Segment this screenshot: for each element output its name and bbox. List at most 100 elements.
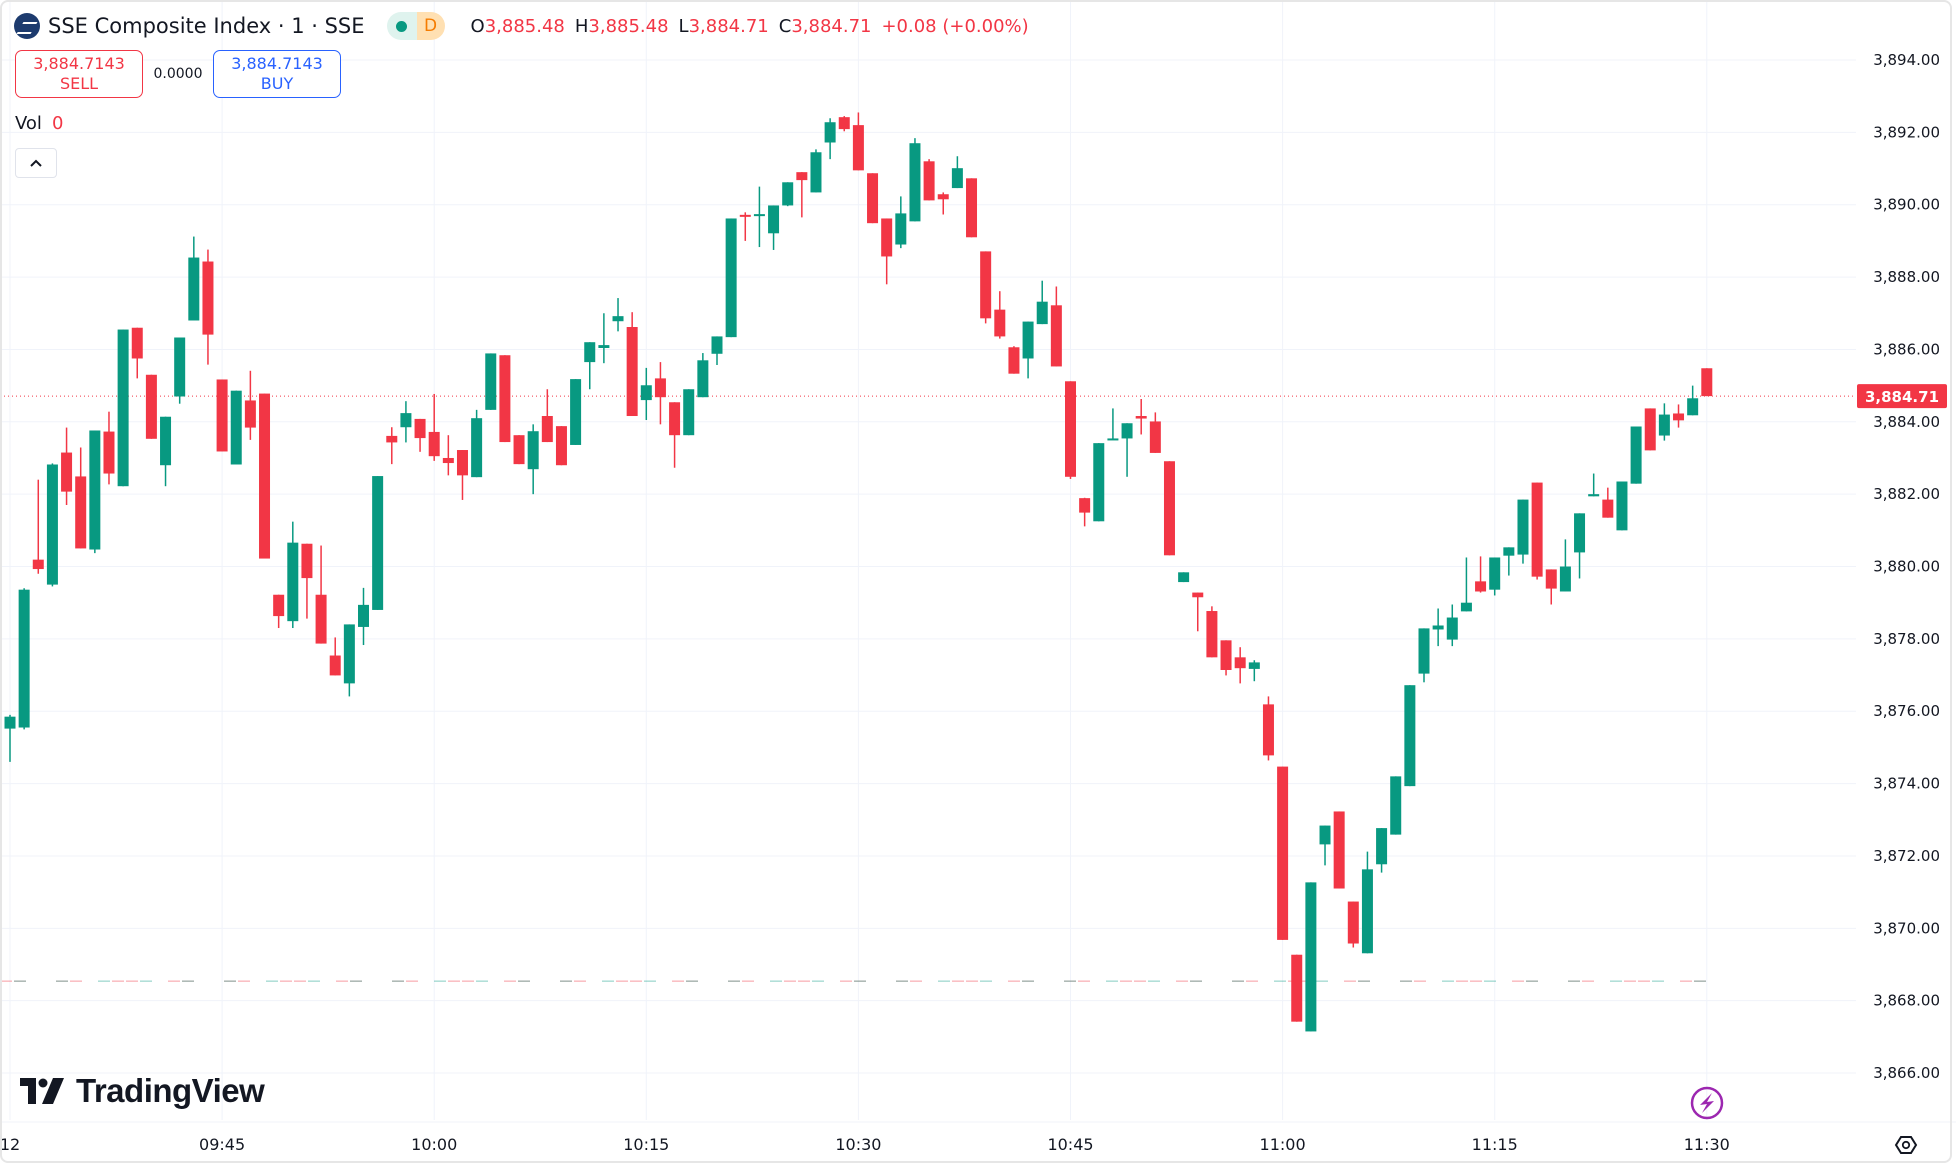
candle[interactable]: [1361, 851, 1373, 954]
buy-button[interactable]: 3,884.7143 BUY: [213, 50, 341, 98]
candle[interactable]: [1574, 513, 1586, 579]
candle[interactable]: [768, 205, 780, 250]
candle[interactable]: [230, 390, 242, 465]
candle[interactable]: [1319, 825, 1331, 866]
candle[interactable]: [1036, 280, 1048, 325]
candle[interactable]: [881, 218, 893, 285]
candle[interactable]: [301, 543, 313, 619]
volume-legend[interactable]: Vol 0: [15, 113, 63, 134]
candle[interactable]: [852, 112, 864, 171]
candle[interactable]: [117, 329, 129, 487]
candle[interactable]: [1658, 403, 1670, 441]
candle[interactable]: [131, 327, 143, 379]
candle[interactable]: [951, 156, 963, 189]
candle[interactable]: [471, 409, 483, 478]
candle[interactable]: [216, 379, 228, 452]
candle[interactable]: [1446, 604, 1458, 647]
candle[interactable]: [456, 450, 468, 500]
candle[interactable]: [980, 251, 992, 324]
candle[interactable]: [626, 312, 638, 417]
candle[interactable]: [202, 249, 214, 365]
collapse-legend-button[interactable]: [15, 148, 57, 178]
candle[interactable]: [584, 342, 596, 390]
candle[interactable]: [61, 427, 73, 506]
candle[interactable]: [1630, 426, 1642, 484]
candle[interactable]: [966, 178, 978, 238]
candle[interactable]: [753, 186, 765, 248]
chart-settings-icon[interactable]: [1894, 1136, 1918, 1154]
candle[interactable]: [273, 594, 285, 629]
candle[interactable]: [683, 389, 695, 436]
candle[interactable]: [442, 435, 454, 476]
candle[interactable]: [400, 401, 412, 443]
candle[interactable]: [838, 116, 850, 132]
sell-button[interactable]: 3,884.7143 SELL: [15, 50, 143, 98]
candle[interactable]: [75, 447, 87, 549]
candle[interactable]: [1121, 423, 1133, 477]
candle[interactable]: [244, 370, 256, 440]
candle[interactable]: [160, 416, 172, 487]
candle[interactable]: [867, 173, 879, 224]
candle[interactable]: [923, 159, 935, 201]
symbol-title[interactable]: SSE Composite Index · 1 · SSE: [48, 14, 365, 38]
candle[interactable]: [669, 402, 681, 468]
candle[interactable]: [640, 367, 652, 420]
candle[interactable]: [937, 192, 949, 215]
candle[interactable]: [414, 418, 426, 452]
candle[interactable]: [782, 182, 794, 207]
candle[interactable]: [612, 298, 624, 332]
candle[interactable]: [188, 236, 200, 321]
candle[interactable]: [1460, 557, 1472, 612]
candle[interactable]: [895, 196, 907, 249]
candle[interactable]: [1262, 696, 1274, 761]
candle[interactable]: [1404, 685, 1416, 787]
candle[interactable]: [1545, 569, 1557, 605]
candle[interactable]: [1418, 628, 1430, 683]
candle[interactable]: [513, 435, 525, 465]
candle[interactable]: [1588, 473, 1600, 497]
candle[interactable]: [1390, 776, 1402, 835]
candle[interactable]: [1065, 381, 1076, 479]
candle[interactable]: [1008, 346, 1020, 374]
candle[interactable]: [1333, 811, 1345, 889]
candle[interactable]: [1602, 487, 1614, 518]
market-status-badge[interactable]: D: [386, 12, 445, 40]
candle[interactable]: [1107, 408, 1119, 441]
candle[interactable]: [796, 172, 808, 218]
candle[interactable]: [46, 463, 58, 587]
candle[interactable]: [697, 353, 709, 398]
candle[interactable]: [1503, 547, 1515, 576]
candle[interactable]: [1022, 321, 1034, 379]
candle[interactable]: [1687, 385, 1699, 416]
candle[interactable]: [1234, 647, 1246, 684]
candle[interactable]: [32, 479, 44, 574]
candle[interactable]: [428, 393, 440, 461]
candle[interactable]: [1178, 572, 1190, 583]
candle[interactable]: [1517, 499, 1529, 564]
candle[interactable]: [527, 424, 539, 495]
candle[interactable]: [654, 362, 666, 425]
candle[interactable]: [555, 426, 567, 466]
candle[interactable]: [315, 545, 327, 644]
candle[interactable]: [1673, 404, 1685, 428]
candle[interactable]: [1376, 828, 1388, 873]
candle[interactable]: [1220, 640, 1232, 676]
candle[interactable]: [372, 476, 384, 610]
candle[interactable]: [1347, 901, 1359, 948]
candle[interactable]: [1291, 954, 1303, 1022]
candle[interactable]: [1135, 399, 1147, 435]
candle[interactable]: [145, 374, 157, 439]
candle[interactable]: [909, 138, 921, 222]
candle[interactable]: [1531, 482, 1543, 580]
candle[interactable]: [541, 389, 553, 443]
candle[interactable]: [1432, 608, 1444, 647]
candle[interactable]: [1248, 660, 1260, 682]
candle[interactable]: [485, 353, 497, 410]
candle[interactable]: [739, 212, 751, 241]
candle[interactable]: [1149, 412, 1161, 453]
candle[interactable]: [329, 637, 341, 676]
candle[interactable]: [1559, 539, 1571, 592]
candle[interactable]: [343, 624, 355, 697]
price-axis[interactable]: 3,894.00 3,892.00 3,890.00 3,888.00 3,886.00…: [1857, 51, 1947, 1082]
